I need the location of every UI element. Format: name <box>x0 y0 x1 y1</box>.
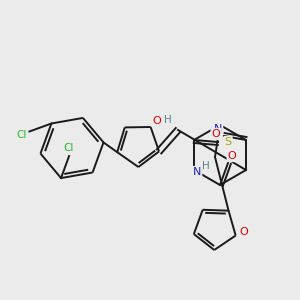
Text: H: H <box>202 161 210 171</box>
Text: H: H <box>164 115 172 125</box>
Text: O: O <box>152 116 161 126</box>
Text: Cl: Cl <box>64 143 74 153</box>
Text: N: N <box>214 124 222 134</box>
Text: S: S <box>224 137 232 147</box>
Text: O: O <box>212 129 220 139</box>
Text: Cl: Cl <box>16 130 27 140</box>
Text: O: O <box>228 151 236 161</box>
Text: O: O <box>239 226 248 236</box>
Text: N: N <box>193 167 201 177</box>
